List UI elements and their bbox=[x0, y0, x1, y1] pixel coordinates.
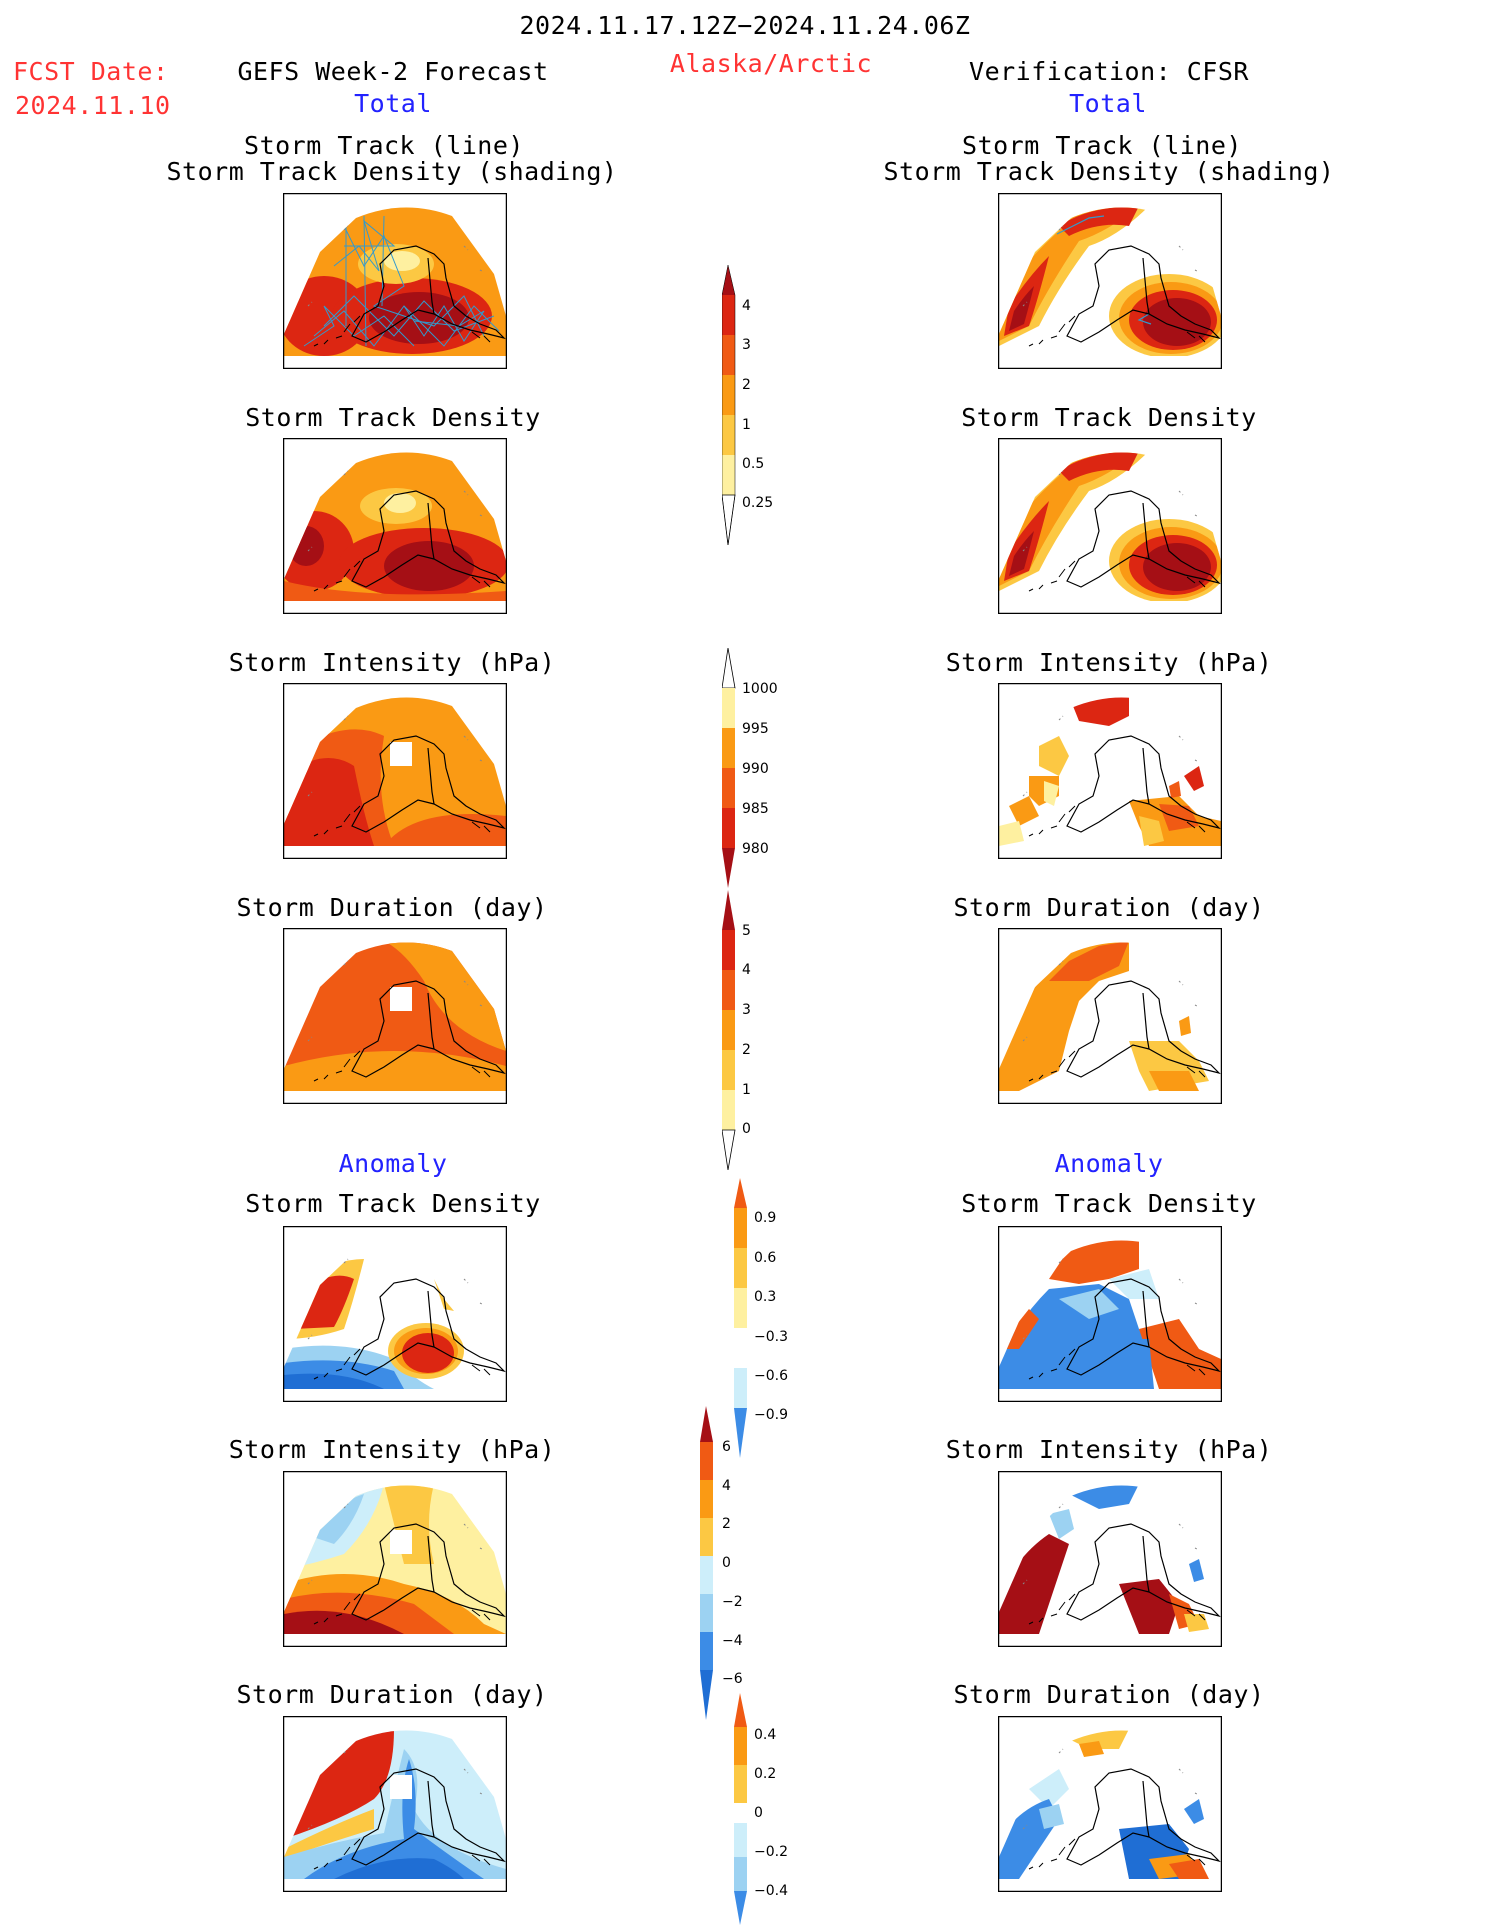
fcst-date-value: 2024.11.10 bbox=[15, 91, 171, 120]
cb-duration-tick: 2 bbox=[742, 1042, 751, 1058]
cb-intensity-anom-tick: 0 bbox=[722, 1555, 731, 1571]
anomaly-label-left: Anomaly bbox=[338, 1149, 448, 1178]
map-density-gefs bbox=[283, 438, 507, 614]
map-intensity-cfsr bbox=[998, 683, 1222, 859]
cb-density-tick: 3 bbox=[742, 337, 751, 353]
colorbar-density bbox=[722, 265, 738, 545]
cb-duration-anom-tick: 0.2 bbox=[754, 1766, 777, 1782]
title-duration-anom-left: Storm Duration (day) bbox=[236, 1680, 548, 1709]
colorbar-intensity-anom bbox=[700, 1406, 716, 1720]
map-density-cfsr bbox=[998, 438, 1222, 614]
map-intensity-gefs bbox=[283, 683, 507, 859]
cb-density-anom-tick: 0.6 bbox=[754, 1250, 777, 1266]
cb-density-tick: 4 bbox=[742, 298, 751, 314]
colorbar-density-anom bbox=[734, 1178, 750, 1458]
cb-intensity-anom-tick: −4 bbox=[722, 1633, 743, 1649]
cb-density-tick: 1 bbox=[742, 417, 751, 433]
title-duration-left: Storm Duration (day) bbox=[236, 893, 548, 922]
cb-duration-anom-tick: −0.2 bbox=[754, 1844, 788, 1860]
map-duration-gefs bbox=[283, 928, 507, 1104]
cb-duration-tick: 4 bbox=[742, 962, 751, 978]
cb-duration-tick: 1 bbox=[742, 1082, 751, 1098]
title-track-shading-right: Storm Track Density (shading) bbox=[883, 157, 1335, 186]
map-duration-anom-cfsr bbox=[998, 1716, 1222, 1892]
colorbar-duration bbox=[722, 890, 738, 1170]
cb-duration-tick: 3 bbox=[742, 1002, 751, 1018]
cb-intensity-tick: 995 bbox=[742, 721, 769, 737]
title-density-anom-right: Storm Track Density bbox=[961, 1189, 1257, 1218]
cb-intensity-tick: 980 bbox=[742, 841, 769, 857]
title-track-line-right: Storm Track (line) bbox=[962, 131, 1242, 160]
title-intensity-left: Storm Intensity (hPa) bbox=[228, 648, 556, 677]
left-column-title: GEFS Week-2 Forecast bbox=[237, 57, 549, 86]
cb-duration-anom-tick: −0.4 bbox=[754, 1883, 788, 1899]
map-track-line-gefs bbox=[283, 193, 507, 369]
map-density-anom-gefs bbox=[283, 1226, 507, 1402]
date-range-title: 2024.11.17.12Z−2024.11.24.06Z bbox=[519, 11, 971, 40]
cb-density-anom-tick: −0.9 bbox=[754, 1407, 788, 1423]
title-track-shading-left: Storm Track Density (shading) bbox=[166, 157, 618, 186]
title-density-right: Storm Track Density bbox=[961, 403, 1257, 432]
cb-density-anom-tick: −0.6 bbox=[754, 1368, 788, 1384]
title-intensity-anom-left: Storm Intensity (hPa) bbox=[228, 1435, 556, 1464]
cb-intensity-anom-tick: −6 bbox=[722, 1671, 743, 1687]
map-intensity-anom-gefs bbox=[283, 1471, 507, 1647]
anomaly-label-right: Anomaly bbox=[1054, 1149, 1164, 1178]
map-duration-cfsr bbox=[998, 928, 1222, 1104]
cb-duration-anom-tick: 0.4 bbox=[754, 1727, 777, 1743]
cb-intensity-anom-tick: −2 bbox=[722, 1594, 743, 1610]
cb-intensity-anom-tick: 4 bbox=[722, 1478, 731, 1494]
cb-duration-tick: 0 bbox=[742, 1121, 751, 1137]
cb-density-anom-tick: 0.9 bbox=[754, 1210, 777, 1226]
cb-density-tick: 0.25 bbox=[742, 495, 774, 511]
cb-density-tick: 2 bbox=[742, 377, 751, 393]
cb-density-anom-tick: −0.3 bbox=[754, 1329, 788, 1345]
map-duration-anom-gefs bbox=[283, 1716, 507, 1892]
map-intensity-anom-cfsr bbox=[998, 1471, 1222, 1647]
cb-density-tick: 0.5 bbox=[742, 456, 765, 472]
title-track-line-left: Storm Track (line) bbox=[244, 131, 524, 160]
region-title: Alaska/Arctic bbox=[669, 49, 873, 78]
title-duration-anom-right: Storm Duration (day) bbox=[953, 1680, 1265, 1709]
colorbar-intensity bbox=[722, 648, 738, 888]
fcst-date-label: FCST Date: bbox=[13, 57, 169, 86]
right-column-title: Verification: CFSR bbox=[969, 57, 1249, 86]
title-density-left: Storm Track Density bbox=[245, 403, 541, 432]
map-track-line-cfsr bbox=[998, 193, 1222, 369]
cb-duration-anom-tick: 0 bbox=[754, 1805, 763, 1821]
cb-intensity-anom-tick: 2 bbox=[722, 1516, 731, 1532]
total-label-left: Total bbox=[354, 89, 432, 118]
title-intensity-right: Storm Intensity (hPa) bbox=[945, 648, 1273, 677]
total-label-right: Total bbox=[1069, 89, 1147, 118]
cb-density-anom-tick: 0.3 bbox=[754, 1289, 777, 1305]
title-duration-right: Storm Duration (day) bbox=[953, 893, 1265, 922]
cb-intensity-anom-tick: 6 bbox=[722, 1439, 731, 1455]
cb-intensity-tick: 985 bbox=[742, 801, 769, 817]
cb-intensity-tick: 990 bbox=[742, 761, 769, 777]
title-intensity-anom-right: Storm Intensity (hPa) bbox=[945, 1435, 1273, 1464]
title-density-anom-left: Storm Track Density bbox=[245, 1189, 541, 1218]
map-density-anom-cfsr bbox=[998, 1226, 1222, 1402]
colorbar-duration-anom bbox=[734, 1693, 750, 1925]
cb-intensity-tick: 1000 bbox=[742, 681, 778, 697]
cb-duration-tick: 5 bbox=[742, 923, 751, 939]
